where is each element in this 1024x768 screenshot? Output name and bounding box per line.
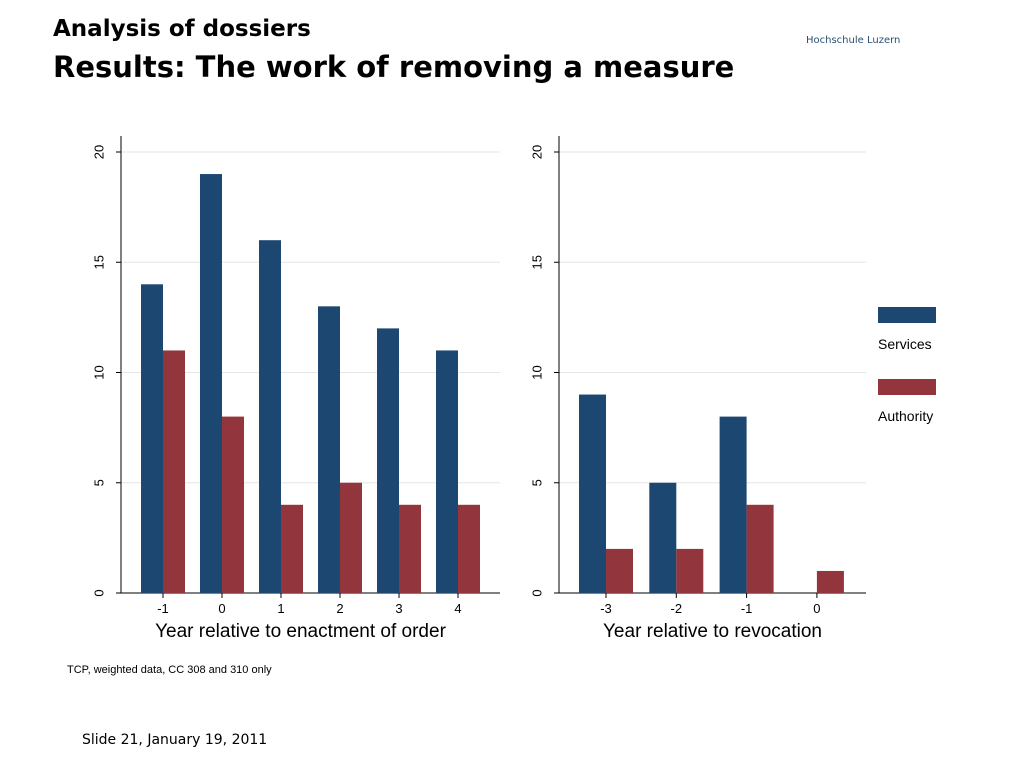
page-title: Analysis of dossiers	[53, 16, 311, 42]
y-tick-label: 15	[92, 255, 107, 269]
data-note: TCP, weighted data, CC 308 and 310 only	[67, 664, 272, 676]
bar-services-1	[259, 240, 281, 593]
x-tick-label: -1	[741, 601, 753, 616]
x-tick-label: -2	[671, 601, 683, 616]
bar-services--3	[579, 394, 606, 593]
y-tick-label: 20	[92, 145, 107, 159]
x-tick-label: 0	[813, 601, 820, 616]
x-tick-label: -1	[157, 601, 169, 616]
y-tick-label: 10	[92, 365, 107, 379]
legend: Services Authority	[878, 307, 936, 424]
bar-authority-3	[399, 504, 421, 593]
chart-panel-1: 0 5 10 15 20 -1 0 1 2 3 4 Year relative to enactmen…	[92, 136, 500, 642]
y-tick-label: 10	[530, 365, 545, 379]
x-axis-title: Year relative to revocation	[603, 621, 822, 642]
y-tick-label: 15	[530, 255, 545, 269]
y-tick-label: 5	[92, 479, 107, 486]
legend-swatch-authority	[878, 379, 936, 395]
legend-label-authority: Authority	[878, 408, 933, 424]
bar-authority-2	[340, 482, 362, 593]
bar-authority-0	[222, 416, 244, 593]
x-tick-label: -3	[600, 601, 612, 616]
bar-authority-4	[458, 504, 480, 593]
y-tick-label: 0	[530, 589, 545, 596]
x-tick-label: 1	[277, 601, 284, 616]
bar-services--1	[719, 416, 747, 593]
x-tick-label: 2	[336, 601, 343, 616]
y-tick-label: 0	[92, 589, 107, 596]
legend-label-services: Services	[878, 336, 932, 352]
brand-logo: Hochschule Luzern	[806, 35, 901, 46]
bar-services-0	[200, 174, 222, 594]
bar-services--1	[141, 284, 163, 593]
x-tick-label: 3	[395, 601, 402, 616]
bar-authority--2	[676, 548, 704, 593]
x-tick-label: 4	[454, 601, 461, 616]
x-axis-title: Year relative to enactment of order	[155, 621, 446, 642]
bar-authority-1	[281, 504, 303, 593]
bar-authority--1	[163, 350, 185, 593]
y-tick-label: 5	[530, 479, 545, 486]
bar-authority--3	[606, 548, 633, 593]
x-tick-label: 0	[218, 601, 225, 616]
page-subtitle: Results: The work of removing a measure	[53, 50, 735, 84]
bar-services--2	[649, 482, 677, 593]
y-tick-label: 20	[530, 145, 545, 159]
bar-authority-0	[816, 570, 844, 593]
legend-swatch-services	[878, 307, 936, 323]
bar-services-2	[318, 306, 340, 593]
slide-footer: Slide 21, January 19, 2011	[82, 732, 268, 748]
chart-panel-2: 0 5 10 15 20 -3 -2 -1 0 Year relative to revocati…	[530, 136, 866, 642]
bar-authority--1	[746, 504, 774, 593]
bar-services-3	[377, 328, 399, 593]
bar-services-4	[436, 350, 458, 593]
